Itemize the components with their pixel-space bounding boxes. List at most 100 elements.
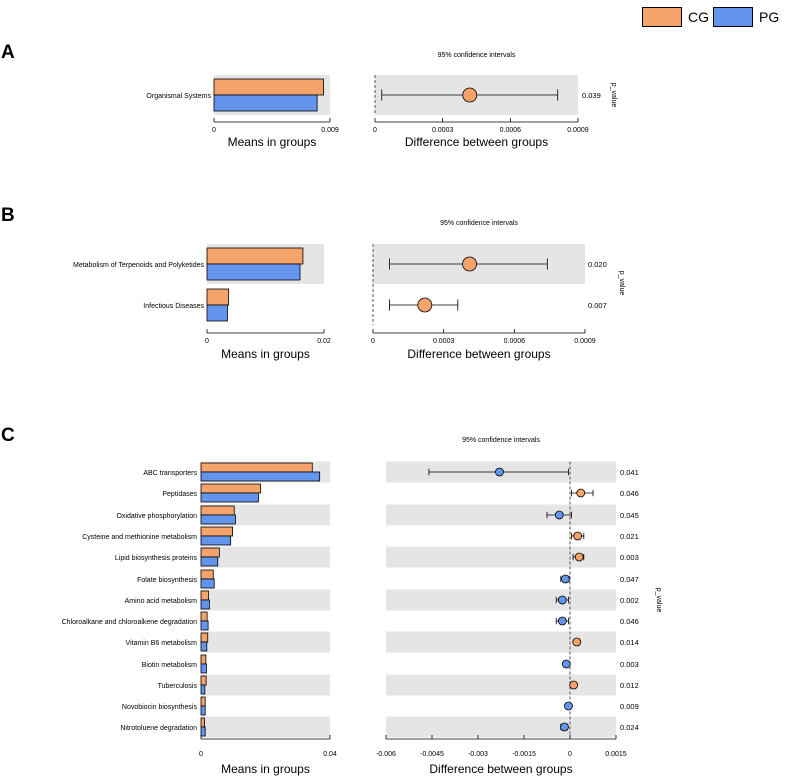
panel-c-category-label: Nitrotoluene degradation — [120, 725, 197, 732]
panel-c-means-row-bg — [201, 546, 330, 568]
panel-c-p-value: 0.024 — [620, 723, 639, 732]
panel-c-ci-point — [495, 467, 504, 477]
panel-b-ci-point — [417, 297, 433, 313]
panel-c-ci-tick-label: 0 — [568, 751, 572, 758]
panel-a-means-tick-label: 0.009 — [321, 127, 339, 134]
panel-c-bar-cg — [200, 654, 207, 665]
panel-c-bar-cg — [200, 505, 235, 516]
panel-c-bar-cg — [200, 590, 209, 601]
panel-c-p-value: 0.045 — [620, 511, 639, 520]
panel-a-category-label: Organismal Systems — [146, 93, 211, 100]
panel-c-category-label: Novobiocin biosynthesis — [122, 704, 198, 711]
panel-c-p-value: 0.003 — [620, 660, 639, 669]
panel-a-means-tick-label: 0 — [212, 127, 216, 134]
panel-a-ci-tick-label: 0 — [373, 127, 377, 134]
panel-a-bar-cg — [213, 78, 324, 96]
panel-c-p-value: 0.002 — [620, 596, 639, 605]
panel-c-ci-row-bg — [386, 546, 616, 568]
panel-c-letter: C — [1, 425, 15, 446]
panel-b-p-value-label: p_value — [618, 271, 625, 296]
panel-c-bar-pg — [200, 599, 210, 610]
panel-c-ci-point — [561, 574, 570, 584]
panel-b-ci-tick-label: 0 — [371, 338, 375, 345]
panel-c-bar-cg — [200, 483, 262, 494]
legend-label-pg: PG — [759, 9, 780, 25]
panel-b-category-label: Infectious Diseases — [143, 303, 204, 310]
panel-c-ci-row-bg — [386, 631, 616, 653]
panel-c-p-value: 0.041 — [620, 468, 639, 477]
panel-c-category-label: Tuberculosis — [158, 683, 198, 690]
legend-label-cg: CG — [688, 9, 709, 25]
panel-c-bar-pg — [200, 514, 236, 525]
panel-c-bar-cg — [200, 547, 220, 558]
panel-c-ci-tick-label: -0.0015 — [512, 751, 536, 758]
panel-c-ci-point — [573, 531, 583, 541]
panel-c-category-label: Chloroalkane and chloroalkene degradatio… — [62, 619, 198, 626]
panel-b-bar-pg — [206, 263, 301, 281]
panel-c-bar-cg — [200, 717, 205, 728]
panel-c-category-label: Cysteine and methionine metabolism — [82, 534, 197, 541]
panel-c-p-value: 0.003 — [620, 553, 639, 562]
panel-c-ci-point — [561, 659, 571, 669]
panel-c-ci-tick-label: 0.0015 — [605, 751, 627, 758]
panel-b-ci-point — [462, 256, 477, 272]
panel-c-means-tick-label: 0 — [199, 751, 203, 758]
panel-c-bar-cg — [200, 569, 214, 580]
panel-c-ci-point — [564, 701, 573, 711]
panel-b-ci-tick-label: 0.0006 — [504, 338, 526, 345]
panel-c-bar-cg — [200, 462, 313, 473]
panel-c-ci-point — [572, 637, 582, 647]
panel-c-ci-point — [557, 595, 567, 605]
panel-c-means-tick-label: 0.04 — [323, 751, 337, 758]
panel-b-bar-pg — [206, 304, 228, 322]
panel-c-bar-pg — [200, 684, 206, 695]
panel-c-category-label: Amino acid metabolism — [125, 598, 198, 605]
panel-b-ci-tick-label: 0.0003 — [433, 338, 455, 345]
legend-item-pg: PG — [713, 7, 779, 27]
panel-a-bar-pg — [213, 94, 318, 112]
panel-c-bar-cg — [200, 632, 209, 643]
panel-c-bar-pg — [200, 705, 206, 716]
panel-b-ci-tick-label: 0.0009 — [574, 338, 596, 345]
panel-c-p-value: 0.047 — [620, 575, 639, 584]
panel-c-ci-point — [569, 680, 579, 690]
panel-c-ci-point — [576, 488, 586, 498]
panel-c-ci-tick-label: -0.0045 — [420, 751, 444, 758]
panel-c-ci-point — [560, 722, 569, 732]
panel-c-bar-pg — [200, 620, 209, 631]
panel-c-bar-pg — [200, 492, 259, 503]
panel-a-p-value-label: p_value — [610, 83, 617, 108]
panel-b-bar-cg — [206, 247, 304, 265]
panel-c-bar-pg — [200, 641, 208, 652]
panel-c-p-value: 0.046 — [620, 489, 639, 498]
panel-b-p-value: 0.007 — [588, 301, 607, 310]
panel-c-p-value: 0.021 — [620, 532, 639, 541]
panel-c-bar-cg — [200, 696, 206, 707]
panel-c-ci-title: 95% confidence intervals — [462, 437, 540, 444]
panel-b-ci-xlabel: Difference between groups — [407, 347, 550, 361]
panel-b-means-xlabel: Means in groups — [221, 347, 310, 361]
panel-a-means-xlabel: Means in groups — [228, 135, 317, 149]
panel-b-means-tick-label: 0 — [205, 338, 209, 345]
panel-c-category-label: Biotin metabolism — [142, 662, 197, 669]
panel-c-ci-row-bg — [386, 589, 616, 611]
panel-a-ci-point — [462, 87, 478, 103]
panel-b-ci-title: 95% confidence intervals — [440, 220, 518, 227]
panel-c-bar-pg — [200, 556, 219, 567]
panel-c-category-label: Vitamin B6 metabolism — [126, 640, 198, 647]
panel-c-ci-row-bg — [386, 716, 616, 738]
panel-b-category-label: Metabolism of Terpenoids and Polyketides — [73, 262, 205, 269]
panel-c-category-label: Folate biosynthesis — [137, 577, 197, 584]
panel-c-p-value: 0.009 — [620, 702, 639, 711]
panel-b-bar-cg — [206, 288, 230, 306]
panel-c-means-xlabel: Means in groups — [221, 762, 310, 776]
panel-c-bar-pg — [200, 663, 207, 674]
panel-c-bar-cg — [200, 675, 207, 686]
panel-a-ci-tick-label: 0.0009 — [567, 127, 589, 134]
panel-c-category-label: Peptidases — [162, 491, 197, 498]
panel-c-ci-xlabel: Difference between groups — [429, 762, 572, 776]
panel-a-ci-tick-label: 0.0003 — [432, 127, 454, 134]
panel-c-p-value: 0.014 — [620, 638, 639, 647]
panel-c-ci-row-bg — [386, 504, 616, 526]
